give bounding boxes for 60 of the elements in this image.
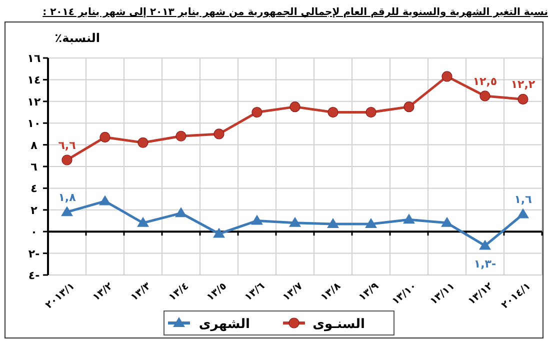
point <box>365 218 377 228</box>
point <box>251 214 263 225</box>
y-tick-label: ٢ <box>30 204 38 217</box>
x-tick-label: ١٣/٧ <box>281 280 305 304</box>
x-tick-label: ١٣/٣ <box>129 280 153 304</box>
point <box>441 216 453 227</box>
x-tick-label: ١٣/٦ <box>243 280 267 304</box>
point <box>517 208 529 218</box>
point <box>480 90 490 102</box>
x-tick-label: ١٣/٩ <box>357 280 381 304</box>
point <box>403 214 415 224</box>
y-tick-label: ١٢ <box>27 95 41 108</box>
y-axis-title: النسبة٪ <box>54 31 100 45</box>
y-tick-label: ٠ <box>30 226 38 239</box>
data-label: -١,٣ <box>474 258 496 271</box>
data-label: ٦,٦ <box>58 138 76 152</box>
x-tick-label: ٢٠١٣/١ <box>44 280 77 312</box>
point <box>175 207 187 218</box>
point <box>289 216 301 227</box>
x-tick-label: ١٣/٨ <box>319 280 343 304</box>
point <box>290 102 300 112</box>
x-tick-label: ١٣/١١ <box>428 280 457 308</box>
point <box>366 106 376 118</box>
y-tick-label: ٢- <box>28 247 40 260</box>
point <box>252 106 262 118</box>
point <box>99 195 111 206</box>
chart-title: نسبة التغير الشهرية والسنوية للرقم العام لإجمالي الجمهورية من شهر يناير ٢٠١٣ إلى شهر يناير ٢٠١٤ : <box>42 7 548 18</box>
point <box>327 218 339 228</box>
x-tick-label: ١٣/١٢ <box>466 280 495 308</box>
y-tick-label: ١٦ <box>27 52 41 65</box>
point <box>61 206 73 216</box>
data-label: ١,٦ <box>514 193 532 206</box>
x-tick-label: ١٣/٤ <box>167 280 191 304</box>
data-label: ١,٨ <box>58 191 76 204</box>
point <box>100 132 110 143</box>
y-tick-label: ٤ <box>30 182 38 196</box>
y-tick-label: ٨ <box>30 138 38 152</box>
point <box>442 71 452 82</box>
data-label: ١٢,٥ <box>472 74 498 88</box>
point <box>176 130 186 142</box>
y-tick-label: ١٠ <box>27 117 41 130</box>
data-label: ١٢,٢ <box>510 78 536 92</box>
point <box>62 154 72 166</box>
point <box>518 94 528 105</box>
point <box>479 240 491 250</box>
point <box>213 228 225 238</box>
point <box>214 128 224 140</box>
point <box>137 216 149 227</box>
x-tick-label: ١٣/٢ <box>91 280 115 304</box>
point <box>404 102 414 112</box>
point <box>328 106 338 118</box>
x-tick-label: ٢٠١٤/١ <box>500 280 533 312</box>
y-tick-label: ٤- <box>28 269 40 282</box>
legend-label: الشهرى <box>198 317 250 332</box>
x-tick-label: ١٣/١٠ <box>390 280 419 308</box>
legend-label: السنـوى <box>312 317 365 332</box>
y-tick-label: ٦ <box>30 160 38 174</box>
y-tick-label: ١٤ <box>27 74 41 87</box>
point <box>138 137 148 148</box>
x-tick-label: ١٣/٥ <box>205 280 229 304</box>
